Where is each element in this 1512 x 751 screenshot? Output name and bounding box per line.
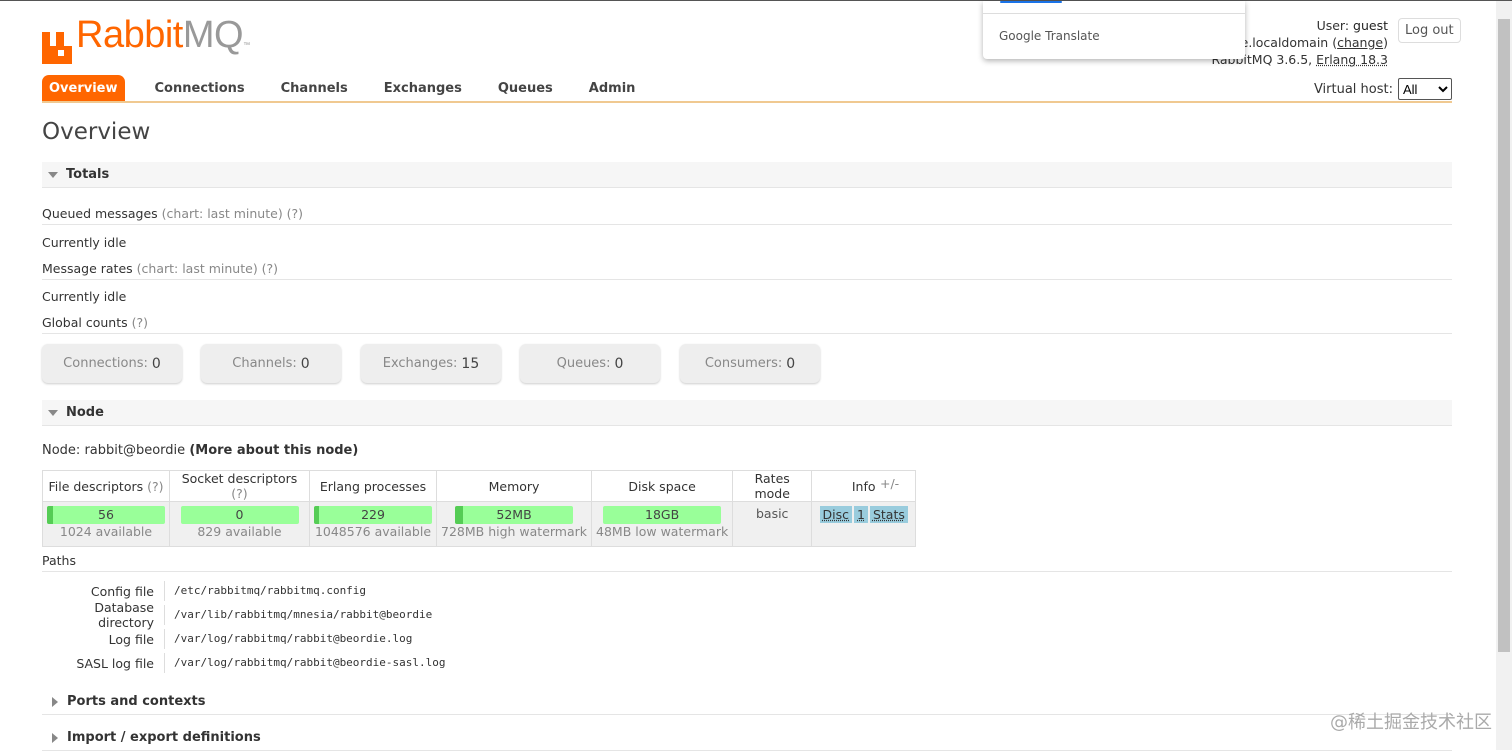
count-connections[interactable]: Connections: 0	[42, 344, 182, 383]
watermark: @稀土掘金技术社区	[1330, 712, 1492, 733]
memory-bar: 52MB	[455, 506, 574, 524]
info-badge-disc: Disc	[819, 506, 852, 523]
count-exchanges[interactable]: Exchanges: 15	[361, 344, 501, 383]
tab-queues[interactable]: Queues	[497, 81, 553, 96]
fd-available: 1024 available	[59, 524, 153, 539]
rabbit-logo-icon	[42, 32, 72, 64]
path-row: Database directory/var/lib/rabbitmq/mnes…	[94, 600, 433, 630]
cluster-name: e.localdomain	[1240, 35, 1329, 50]
path-row: Config file/etc/rabbitmq/rabbitmq.config	[42, 579, 446, 603]
logo-tm: ™	[243, 42, 250, 49]
import-title: Import / export definitions	[67, 730, 261, 745]
disk-bar: 18GB	[603, 506, 722, 524]
col-file-descriptors: File descriptors (?)	[42, 470, 170, 502]
expand-icon	[52, 696, 58, 707]
collapse-icon	[48, 171, 58, 178]
tab-exchanges[interactable]: Exchanges	[383, 81, 462, 96]
totals-section-header[interactable]: Totals	[42, 162, 1452, 188]
node-line: Node: rabbit@beordie (More about this no…	[42, 443, 359, 458]
toggle-columns-button[interactable]: +/-	[880, 476, 900, 491]
rabbitmq-logo: RabbitMQ™	[42, 14, 250, 64]
rates-hint[interactable]: (chart: last minute) (?)	[136, 261, 279, 276]
count-consumers[interactable]: Consumers: 0	[680, 344, 820, 383]
page-title: Overview	[42, 119, 151, 145]
info-badge-count: 1	[854, 506, 868, 523]
rates-status: Currently idle	[42, 289, 127, 304]
sd-available: 829 available	[197, 524, 282, 539]
col-erlang-processes: Erlang processes	[309, 470, 437, 502]
tab-channels[interactable]: Channels	[280, 81, 348, 96]
col-rates-mode: Rates mode	[732, 470, 813, 502]
logo-text: Rabbit	[76, 14, 183, 56]
node-row: 56 1024 available 0 829 available 229 10485…	[42, 501, 917, 547]
user-info: User: guest e.localdomain (change) Rabbi…	[1211, 18, 1388, 67]
google-translate-label: Google Translate	[999, 29, 1100, 43]
count-channels[interactable]: Channels: 0	[201, 344, 341, 383]
tab-connections[interactable]: Connections	[154, 81, 245, 96]
tab-admin[interactable]: Admin	[588, 81, 636, 96]
ports-title: Ports and contexts	[67, 694, 206, 709]
paths-list: Config file/etc/rabbitmq/rabbitmq.config…	[42, 579, 446, 675]
user-name: guest	[1353, 18, 1388, 33]
memory-watermark: 728MB high watermark	[441, 524, 588, 539]
expand-icon	[52, 732, 58, 743]
path-row: Log file/var/log/rabbitmq/rabbit@beordie…	[42, 627, 446, 651]
scrollbar[interactable]	[1496, 1, 1512, 750]
sd-hint[interactable]: (?)	[231, 486, 248, 501]
queued-status: Currently idle	[42, 235, 127, 250]
queued-hint[interactable]: (chart: last minute) (?)	[161, 206, 304, 221]
queued-messages-heading: Queued messages (chart: last minute) (?)	[42, 206, 1452, 225]
scrollbar-thumb[interactable]	[1498, 19, 1510, 652]
count-queues[interactable]: Queues: 0	[520, 344, 660, 383]
virtual-host-selector: Virtual host: All	[1314, 78, 1452, 100]
usage-fill	[455, 506, 464, 524]
fd-bar: 56	[47, 506, 165, 524]
collapse-icon	[48, 409, 58, 416]
paths-heading: Paths	[42, 553, 1452, 572]
tab-overview[interactable]: Overview	[42, 75, 125, 101]
node-table: File descriptors (?) Socket descriptors …	[42, 470, 917, 547]
global-counts-heading: Global counts (?)	[42, 315, 1452, 334]
ep-bar: 229	[314, 506, 432, 524]
usage-fill	[47, 506, 54, 524]
node-title: Node	[66, 405, 104, 420]
usage-fill	[314, 506, 319, 524]
ports-section-header[interactable]: Ports and contexts	[42, 689, 1452, 715]
import-export-section-header[interactable]: Import / export definitions	[42, 725, 1452, 751]
rates-mode-value: basic	[732, 501, 813, 547]
col-info: Info	[811, 470, 917, 502]
sd-bar: 0	[180, 506, 299, 524]
google-translate-popup: Google Translate	[983, 1, 1245, 59]
info-badge-stats: Stats	[869, 506, 908, 523]
disk-watermark: 48MB low watermark	[596, 524, 729, 539]
logout-button[interactable]: Log out	[1398, 18, 1461, 43]
col-memory: Memory	[435, 470, 593, 502]
global-hint[interactable]: (?)	[131, 315, 149, 330]
message-rates-heading: Message rates (chart: last minute) (?)	[42, 261, 1452, 280]
main-nav: Overview Connections Channels Exchanges …	[42, 75, 1452, 103]
user-label: User:	[1316, 18, 1350, 33]
more-about-node-link[interactable]: (More about this node)	[189, 443, 359, 458]
vhost-label: Virtual host:	[1313, 81, 1393, 97]
col-disk-space: Disk space	[591, 470, 734, 502]
fd-hint[interactable]: (?)	[147, 478, 164, 494]
vhost-select[interactable]: All	[1398, 78, 1452, 100]
path-row: SASL log file/var/log/rabbitmq/rabbit@be…	[42, 651, 446, 675]
node-section-header[interactable]: Node	[42, 400, 1452, 426]
node-name: rabbit@beordie	[84, 443, 186, 458]
logo-text-mq: MQ	[182, 14, 244, 56]
totals-title: Totals	[66, 167, 110, 182]
erlang-version: Erlang 18.3	[1316, 52, 1388, 67]
col-socket-descriptors: Socket descriptors (?)	[169, 470, 310, 502]
change-cluster-link[interactable]: change	[1337, 35, 1384, 50]
ep-available: 1048576 available	[314, 524, 432, 539]
